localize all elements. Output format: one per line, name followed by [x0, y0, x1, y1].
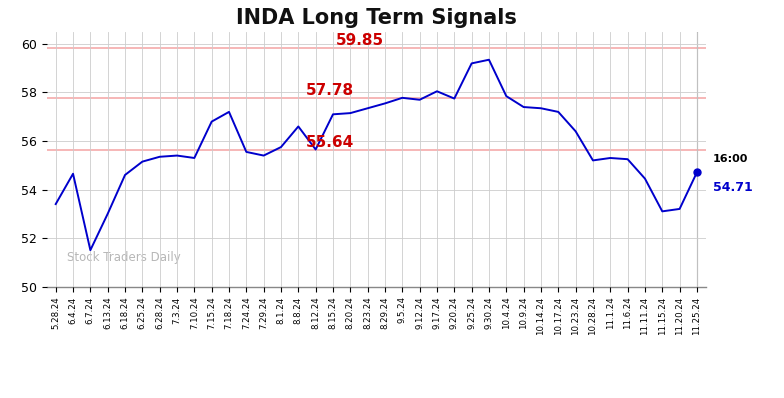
Text: Stock Traders Daily: Stock Traders Daily [67, 251, 180, 263]
Text: 57.78: 57.78 [307, 83, 354, 98]
Title: INDA Long Term Signals: INDA Long Term Signals [236, 8, 517, 27]
Text: 55.64: 55.64 [306, 135, 354, 150]
Text: 59.85: 59.85 [336, 33, 384, 48]
Text: 16:00: 16:00 [713, 154, 748, 164]
Text: 54.71: 54.71 [713, 181, 753, 194]
